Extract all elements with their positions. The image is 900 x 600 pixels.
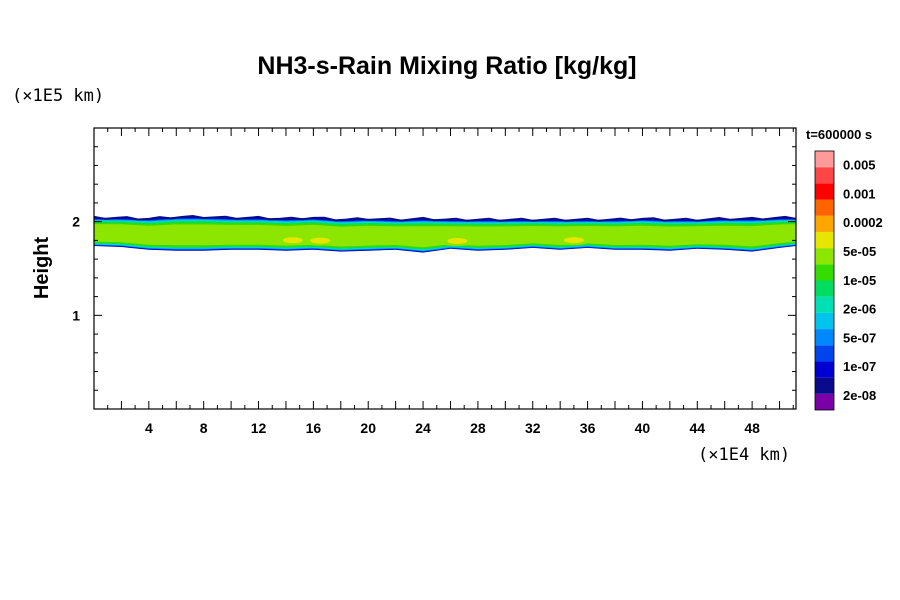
x-tick-label: 12 (251, 420, 267, 436)
colorbar-label: 0.001 (843, 186, 876, 201)
colorbar-cell (815, 280, 834, 297)
colorbar-label: 2e-06 (843, 302, 876, 317)
colorbar-cell (815, 231, 834, 249)
y-axis-label: Height (31, 237, 53, 300)
x-tick-label: 24 (415, 420, 431, 436)
y-axis-unit: (×1E5 km) (12, 86, 104, 106)
colorbar-cell (815, 264, 834, 281)
colorbar-label: 1e-07 (843, 359, 876, 374)
layer-top-edge (94, 214, 796, 222)
colorbar-label: 0.0002 (843, 215, 883, 230)
colorbar-cell (815, 312, 834, 330)
x-tick-label: 32 (525, 420, 541, 436)
x-tick-label: 8 (200, 420, 208, 436)
colorbar-label: 5e-05 (843, 244, 876, 259)
colorbar-labels: 2e-08 1e-07 5e-07 2e-06 1e-05 5e-05 0.0002 0.00… (843, 158, 883, 403)
y-tick-label: 1 (72, 307, 80, 323)
contour-peak-max (282, 237, 303, 244)
x-tick-labels: 4 8 12 16 20 24 28 32 36 40 44 48 (145, 420, 760, 436)
contour-peak-max (310, 237, 331, 244)
colorbar-label: 2e-08 (843, 388, 876, 403)
contour-peak-max (447, 238, 468, 245)
x-tick-label: 28 (470, 420, 486, 436)
x-tick-label: 4 (145, 420, 153, 436)
colorbar-cell (815, 393, 834, 410)
colorbar-cell (815, 151, 834, 168)
x-tick-label: 20 (360, 420, 376, 436)
colorbar-time-label: t=600000 s (806, 127, 872, 142)
colorbar-label: 5e-07 (843, 330, 876, 345)
colorbar-cell (815, 183, 834, 200)
mixing-ratio-field (94, 214, 796, 253)
x-tick-label: 36 (580, 420, 596, 436)
contour-band (94, 224, 796, 248)
y-tick-labels: 12 (72, 214, 80, 324)
x-tick-label: 40 (635, 420, 651, 436)
colorbar-cell (815, 361, 834, 378)
chart-title: NH3-s-Rain Mixing Ratio [kg/kg] (257, 52, 636, 80)
colorbar-label: 0.005 (843, 158, 876, 173)
plot-frame (93, 127, 797, 410)
colorbar-frame (814, 150, 835, 411)
colorbar-cell (815, 296, 834, 313)
colorbar-cell (815, 215, 834, 232)
y-tick-label: 2 (72, 214, 80, 230)
colorbar-cell (815, 248, 834, 265)
x-axis-unit: (×1E4 km) (698, 445, 790, 465)
colorbar-cell (815, 377, 834, 394)
colorbar-cell (815, 329, 834, 346)
x-tick-label: 48 (744, 420, 760, 436)
colorbar-label: 1e-05 (843, 273, 876, 288)
colorbar-cell (815, 167, 834, 184)
contour-peak-max (563, 237, 584, 244)
colorbar (814, 150, 835, 411)
x-tick-label: 44 (689, 420, 705, 436)
x-tick-label: 16 (306, 420, 322, 436)
colorbar-cell (815, 345, 834, 362)
colorbar-cell (815, 199, 834, 216)
axis-ticks (94, 128, 796, 409)
